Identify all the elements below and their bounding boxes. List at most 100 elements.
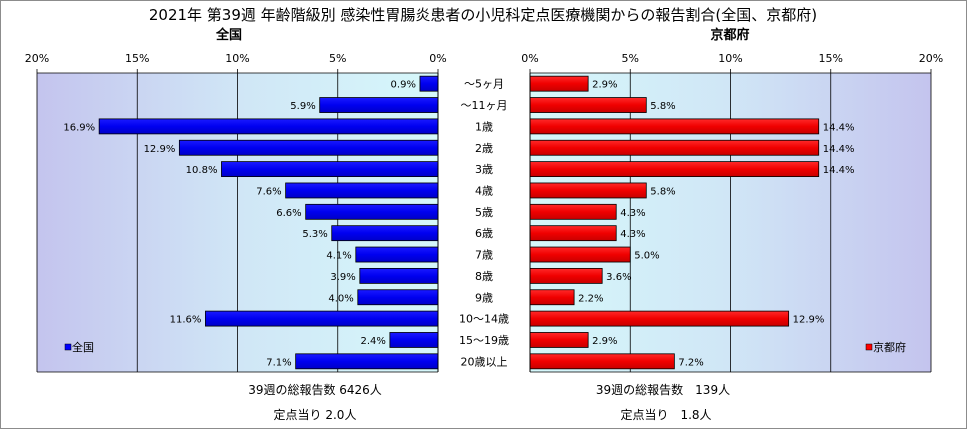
category-labels: ～5ヶ月 ～11ヶ月 1歳 2歳 3歳 4歳 5歳 6歳 7歳 8歳 9歳 10～14歳 15～19歳 2…	[459, 78, 509, 369]
national-value-label: 7.1%	[266, 357, 291, 368]
legend-right: 京都府	[865, 340, 906, 354]
kyoto-value-label: 2.2%	[578, 293, 603, 304]
category-label: 6歳	[475, 227, 493, 240]
legend-label-national: 全国	[72, 340, 94, 354]
national-per-point: 定点当り 2.0人	[274, 407, 357, 422]
kyoto-bar	[529, 332, 589, 348]
kyoto-bar	[529, 267, 603, 284]
national-value-label: 3.9%	[330, 272, 355, 283]
kyoto-value-label: 4.3%	[620, 208, 645, 219]
category-label: 8歳	[475, 270, 493, 283]
national-value-label: 12.9%	[144, 144, 176, 155]
category-label: 9歳	[475, 291, 493, 304]
left-bars: 0.9% 5.9% 16.9% 12.9% 10.8% 7.6% 6.6%5.3% 4.1% 3…	[63, 73, 439, 372]
left-tick-label: 15%	[125, 52, 149, 65]
kyoto-value-label: 14.4%	[823, 144, 855, 155]
left-tick-label: 5%	[329, 52, 346, 65]
right-bars: 2.9% 5.8% 14.4% 14.4% 14.4% 5.8% 4.3% 4.3% 5.0%3…	[529, 73, 855, 372]
category-label: 1歳	[475, 120, 493, 133]
national-value-label: 0.9%	[391, 80, 416, 91]
left-panel-title: 全国	[215, 27, 242, 43]
national-bar	[205, 310, 439, 327]
right-panel-title: 京都府	[710, 27, 749, 43]
category-label: 10～14歳	[459, 313, 509, 326]
national-value-label: 4.0%	[328, 293, 353, 304]
national-bar	[357, 289, 439, 306]
left-tick-label: 0%	[429, 52, 446, 65]
kyoto-bar	[529, 97, 647, 113]
national-bar	[285, 182, 439, 199]
kyoto-bar	[529, 75, 589, 92]
legend-swatch-national	[64, 343, 72, 351]
kyoto-value-label: 4.3%	[620, 229, 645, 240]
kyoto-bar	[529, 118, 820, 135]
right-tick-label: 20%	[919, 52, 943, 65]
kyoto-value-label: 5.0%	[634, 251, 659, 262]
national-value-label: 10.8%	[186, 165, 218, 176]
national-value-label: 5.3%	[302, 229, 327, 240]
national-value-label: 7.6%	[256, 186, 281, 197]
legend-swatch-kyoto	[865, 343, 873, 351]
national-value-label: 11.6%	[170, 315, 202, 326]
national-bar	[389, 332, 439, 348]
kyoto-value-label: 5.8%	[650, 186, 675, 197]
kyoto-value-label: 2.9%	[592, 336, 617, 347]
kyoto-bar	[529, 139, 820, 156]
left-axis-ticks: 20% 15% 10% 5% 0%	[25, 52, 447, 73]
category-label: 4歳	[475, 184, 493, 197]
category-label: ～11ヶ月	[461, 99, 508, 112]
right-tick-label: 10%	[718, 52, 742, 65]
left-tick-label: 20%	[25, 52, 49, 65]
kyoto-bar	[529, 310, 790, 327]
kyoto-value-label: 5.8%	[650, 101, 675, 112]
kyoto-bar	[529, 203, 617, 220]
national-value-label: 6.6%	[276, 208, 301, 219]
national-bar	[305, 203, 439, 220]
kyoto-value-label: 3.6%	[606, 272, 631, 283]
right-tick-label: 5%	[622, 52, 639, 65]
national-value-label: 2.4%	[360, 336, 385, 347]
national-bar	[295, 353, 439, 370]
national-bar	[178, 139, 439, 156]
kyoto-per-point: 定点当り 1.8人	[620, 407, 711, 422]
left-tick-label: 10%	[225, 52, 249, 65]
national-bar	[221, 161, 439, 178]
kyoto-bar	[529, 225, 617, 242]
kyoto-bar	[529, 161, 820, 178]
national-bar	[98, 118, 439, 135]
national-value-label: 4.1%	[326, 251, 351, 262]
right-axis-ticks: 0% 5% 10% 15% 20%	[521, 52, 943, 73]
category-label: 3歳	[475, 163, 493, 176]
kyoto-value-label: 12.9%	[793, 315, 825, 326]
kyoto-value-label: 2.9%	[592, 80, 617, 91]
kyoto-bar	[529, 353, 675, 370]
national-bar	[419, 75, 439, 92]
category-label: 20歳以上	[461, 355, 508, 368]
category-label: ～5ヶ月	[464, 78, 504, 91]
kyoto-total-reports: 39週の総報告数 139人	[596, 382, 730, 397]
national-value-label: 16.9%	[63, 122, 95, 133]
kyoto-value-label: 14.4%	[823, 122, 855, 133]
kyoto-value-label: 14.4%	[823, 165, 855, 176]
national-bar	[355, 246, 439, 263]
kyoto-value-label: 7.2%	[678, 357, 703, 368]
national-bar	[359, 267, 439, 284]
national-bar	[331, 225, 439, 242]
kyoto-bar	[529, 289, 575, 306]
category-label: 2歳	[475, 142, 493, 155]
category-label: 5歳	[475, 206, 493, 219]
category-label: 7歳	[475, 249, 493, 262]
category-label: 15～19歳	[459, 334, 509, 347]
right-tick-label: 0%	[521, 52, 538, 65]
right-tick-label: 15%	[819, 52, 843, 65]
kyoto-bar	[529, 246, 631, 263]
national-bar	[319, 97, 439, 113]
legend-label-kyoto: 京都府	[873, 340, 906, 354]
chart-title: 2021年 第39週 年齢階級別 感染性胃腸炎患者の小児科定点医療機関からの報告…	[149, 6, 817, 24]
legend-left: 全国	[64, 340, 94, 354]
kyoto-bar	[529, 182, 647, 199]
national-total-reports: 39週の総報告数 6426人	[248, 382, 382, 397]
national-value-label: 5.9%	[290, 101, 315, 112]
